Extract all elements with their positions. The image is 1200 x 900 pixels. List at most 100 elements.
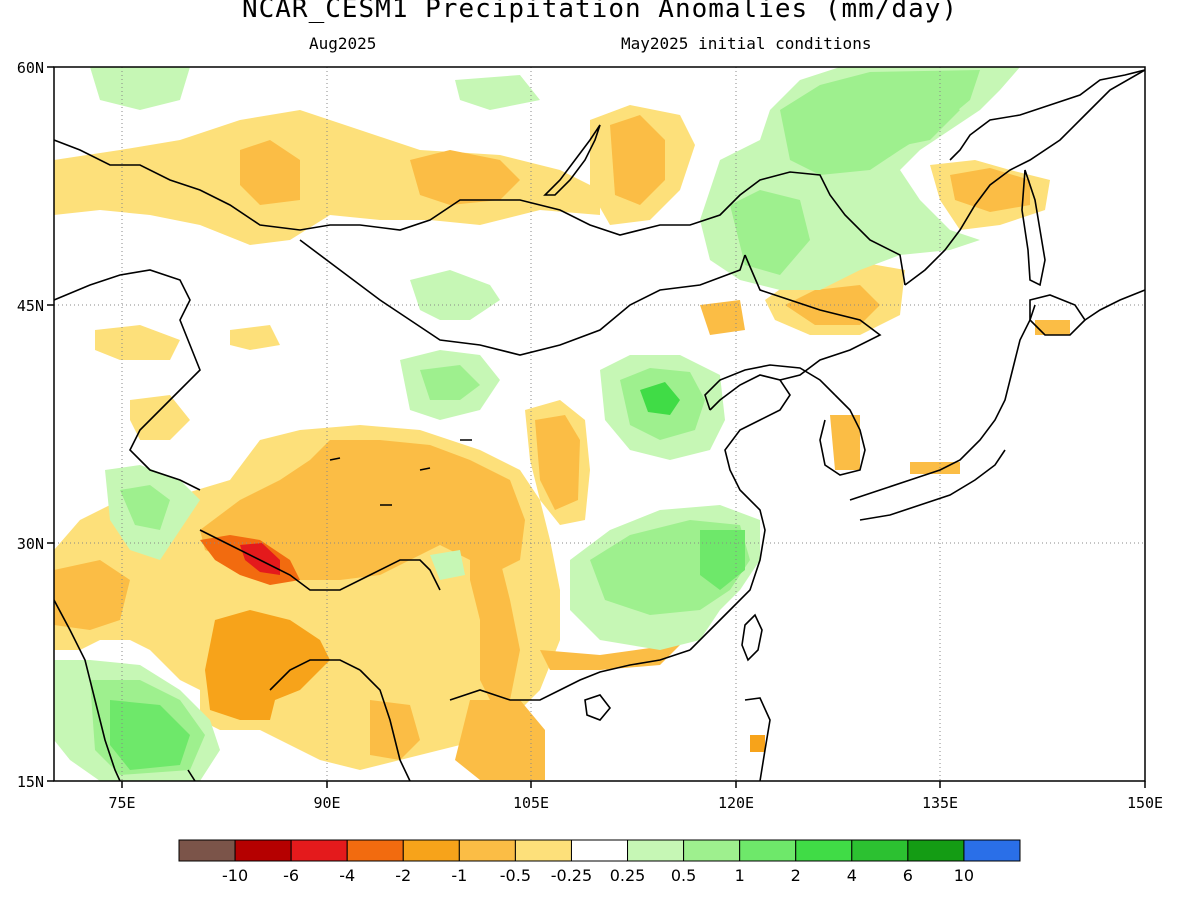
hokkaido — [1029, 294, 1087, 336]
lat-tick-label: 30N — [17, 535, 44, 553]
anomaly-region-baikal-wet — [455, 75, 540, 110]
lake-baikal — [543, 124, 601, 196]
anomaly-region-indochina-orange — [455, 700, 545, 780]
mongolia-border — [299, 239, 746, 356]
himalaya-border — [199, 529, 441, 591]
anomaly-region-mongolia-wet — [410, 270, 500, 320]
china-northeast-border — [744, 254, 882, 381]
initial-conditions-label: May2025 initial conditions — [621, 34, 872, 53]
anomaly-region-korea-orange — [830, 415, 860, 470]
colorbar-label: 4 — [847, 866, 857, 885]
lat-tick-label: 15N — [17, 773, 44, 791]
colorbar-label: 2 — [791, 866, 801, 885]
anomaly-shading — [54, 67, 1070, 781]
china-west-border — [54, 269, 201, 491]
tibet-lakes — [329, 439, 472, 506]
map-frame — [53, 66, 1146, 782]
colorbar-swatch — [851, 839, 909, 862]
colorbar-label: 10 — [954, 866, 974, 885]
anomaly-region-south-india-wet-3 — [110, 700, 190, 770]
anomaly-region-pakistan-dry — [130, 395, 190, 440]
taiwan — [741, 613, 763, 662]
colorbar-swatch — [963, 839, 1021, 862]
lon-tick-label: 120E — [718, 794, 754, 812]
colorbar-swatch — [795, 839, 853, 862]
colorbar-swatch — [627, 839, 685, 862]
colorbar-swatch — [570, 839, 629, 862]
axis-ticks — [47, 66, 1146, 788]
kamchatka-coast — [949, 69, 1145, 161]
anomaly-region-south-china-coast — [540, 645, 680, 670]
japan-honshu — [849, 304, 1036, 501]
lat-tick-label: 45N — [17, 297, 44, 315]
indochina-coast — [449, 649, 691, 701]
anomaly-region-siberia-dry — [54, 110, 600, 245]
colorbar-swatch — [739, 839, 797, 862]
anomaly-region-myanmar-orange — [470, 540, 520, 710]
anomaly-region-tarim-dry — [95, 325, 180, 360]
lon-tick-label: 150E — [1127, 794, 1163, 812]
anomaly-region-hokkaido-dry — [1035, 320, 1070, 335]
lon-tick-label: 135E — [922, 794, 958, 812]
colorbar-label: -0.25 — [551, 866, 592, 885]
anomaly-region-amur-wet — [730, 190, 810, 275]
colorbar-label: -2 — [395, 866, 411, 885]
colorbar-swatch — [178, 839, 236, 862]
japan-south-coast — [859, 449, 1006, 521]
anomaly-region-gansu-wet-2 — [420, 365, 480, 400]
colorbar-swatch — [402, 839, 460, 862]
colorbar-label: -10 — [222, 866, 248, 885]
anomaly-region-north-china-wet-3 — [640, 382, 680, 415]
target-month-label: Aug2025 — [309, 34, 377, 53]
anomaly-region-arabian-dry — [54, 560, 130, 630]
philippines-luzon — [744, 697, 771, 781]
china-east-coast — [689, 374, 791, 651]
sakhalin — [1021, 169, 1046, 287]
colorbar-label: 6 — [903, 866, 913, 885]
lon-tick-label: 90E — [313, 794, 340, 812]
lon-tick-label: 105E — [513, 794, 549, 812]
anomaly-region-tarim-dry-2 — [230, 325, 280, 350]
bohai-coast — [704, 364, 836, 411]
anomaly-region-sichuan-orange — [535, 415, 580, 510]
colorbar-label: -6 — [283, 866, 299, 885]
kuril-chain — [1084, 289, 1145, 321]
lon-tick-label: 75E — [108, 794, 135, 812]
anomaly-region-bay-orange — [370, 700, 420, 760]
korea-coast — [819, 394, 866, 476]
grid-lines — [54, 67, 1145, 781]
colorbar-swatch — [683, 839, 741, 862]
colorbar-swatch — [458, 839, 516, 862]
anomaly-region-pakistan-wet-2 — [120, 485, 170, 530]
colorbar-label: 0.5 — [671, 866, 696, 885]
anomaly-region-bhutan-wet — [430, 550, 465, 580]
anomaly-region-philippines-orange — [750, 735, 765, 752]
colorbar-label: -4 — [339, 866, 355, 885]
colorbar-swatch — [514, 839, 572, 862]
myanmar-coast — [359, 669, 411, 781]
anomaly-region-manchuria-orange — [785, 285, 880, 325]
coastlines-and-borders — [54, 69, 1145, 781]
colorbar-label: -1 — [451, 866, 467, 885]
okhotsk-coast — [904, 69, 1145, 286]
colorbar: -10 -6 -4 -2 -1 -0.5 -0.25 0.25 0.5 1 2 4 6 10 — [178, 839, 1021, 885]
colorbar-swatch — [346, 839, 404, 862]
russia-border — [54, 139, 906, 286]
sri-lanka-hint — [187, 769, 196, 781]
anomaly-region-northeast-orange — [610, 115, 665, 205]
anomaly-region-india-orange — [205, 610, 330, 720]
anomaly-region-yangtze-wet-3 — [700, 530, 745, 590]
hainan — [584, 694, 612, 721]
lat-tick-label: 60N — [17, 59, 44, 77]
anomaly-region-siberia-orange-2 — [410, 150, 520, 205]
colorbar-label: -0.5 — [500, 866, 531, 885]
anomaly-region-west-siberia-wet — [90, 67, 190, 110]
anomaly-region-mongolia-dry — [700, 300, 745, 335]
map-title: NCAR_CESM1 Precipitation Anomalies (mm/d… — [241, 0, 959, 24]
anomaly-region-sakhalin-orange — [950, 168, 1030, 212]
colorbar-swatch — [907, 839, 965, 862]
anomaly-region-siberia-orange — [240, 140, 300, 205]
colorbar-label: 0.25 — [610, 866, 646, 885]
anomaly-region-kamchatka-wet — [850, 90, 960, 150]
